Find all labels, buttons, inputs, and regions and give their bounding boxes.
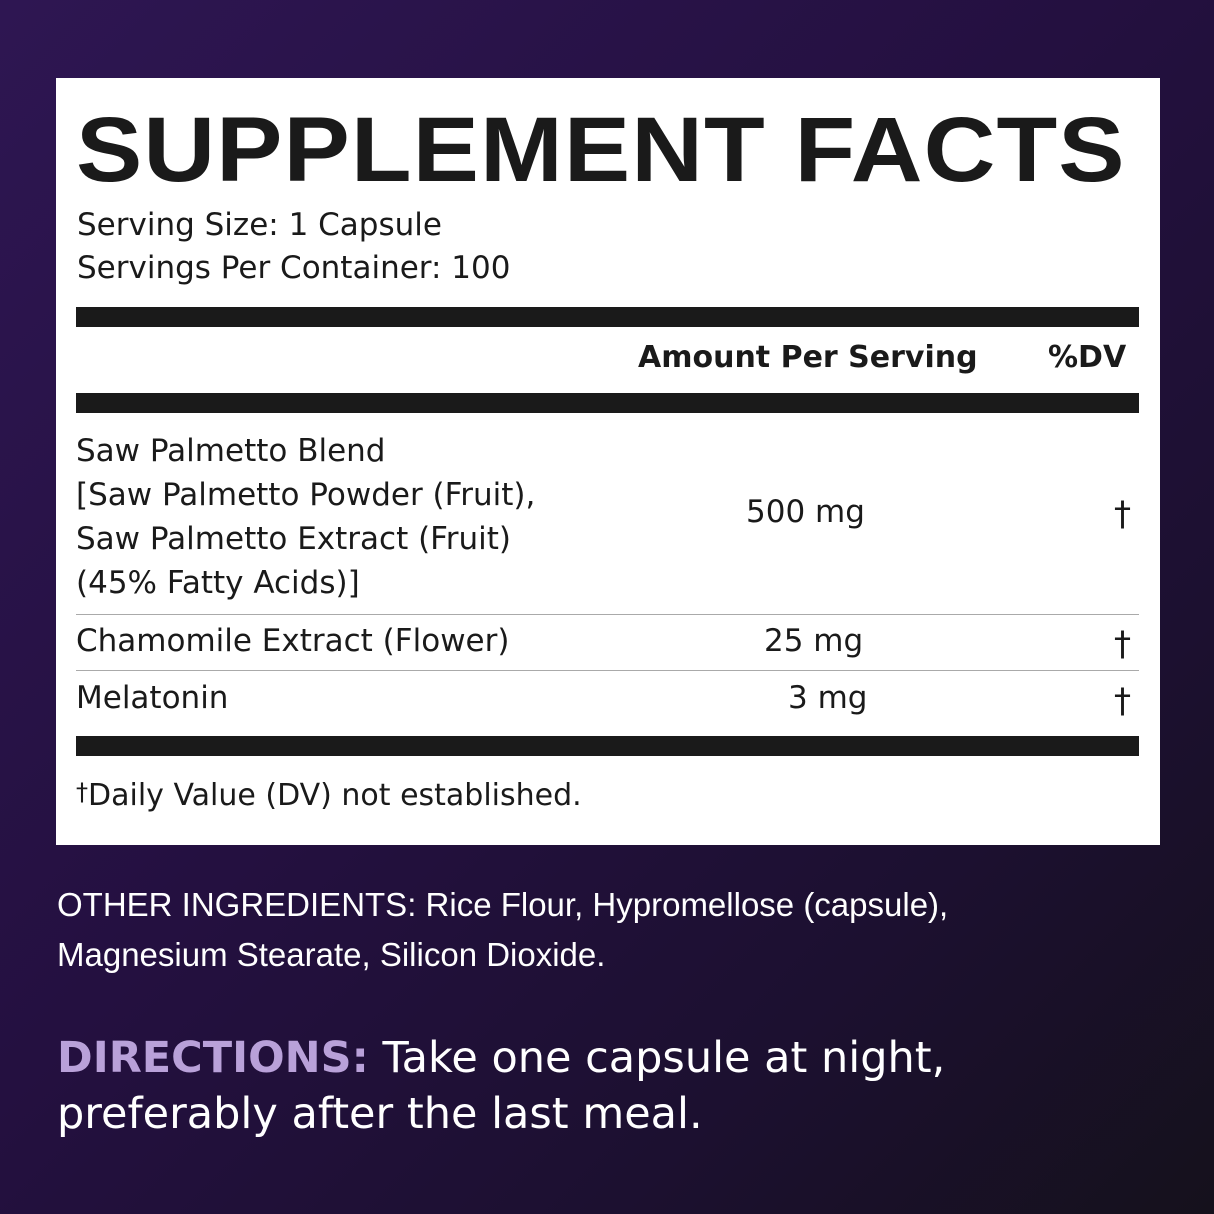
panel-title: SUPPLEMENT FACTS <box>76 99 1126 201</box>
header-dv: %DV <box>1048 340 1127 375</box>
directions: DIRECTIONS: Take one capsule at night, p… <box>57 1033 946 1139</box>
other-ingredients: OTHER INGREDIENTS: Rice Flour, Hypromell… <box>57 886 949 973</box>
divider-thick <box>76 736 1139 756</box>
ingredient-dv: † <box>1114 681 1131 721</box>
ingredient-name: Chamomile Extract (Flower) <box>76 623 510 659</box>
ingredient-amount: 25 mg <box>764 623 864 659</box>
divider-thick <box>76 393 1139 413</box>
divider-thick <box>76 307 1139 327</box>
divider-thin <box>76 614 1139 615</box>
ingredient-name: Melatonin <box>76 680 229 716</box>
directions-label: DIRECTIONS: <box>57 1033 369 1083</box>
ingredient-dv: † <box>1114 494 1131 534</box>
ingredient-amount: 500 mg <box>746 494 865 530</box>
supplement-facts-panel: SUPPLEMENT FACTS Serving Size: 1 Capsule… <box>56 78 1160 845</box>
ingredient-dv: † <box>1114 624 1131 664</box>
servings-per-container: Servings Per Container: 100 <box>77 250 511 286</box>
divider-thin <box>76 670 1139 671</box>
footnote: †Daily Value (DV) not established. <box>76 778 582 813</box>
ingredient-amount: 3 mg <box>788 680 868 716</box>
ingredient-name: Saw Palmetto Blend [Saw Palmetto Powder … <box>76 433 536 601</box>
serving-size: Serving Size: 1 Capsule <box>77 207 442 243</box>
header-amount: Amount Per Serving <box>638 340 978 375</box>
